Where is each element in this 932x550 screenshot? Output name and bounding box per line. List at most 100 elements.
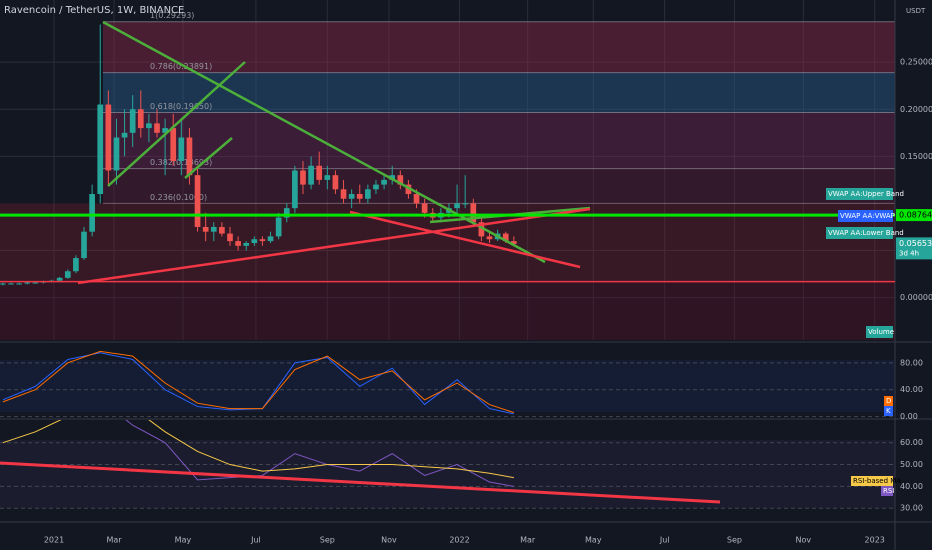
candle-body: [316, 165, 323, 180]
fib-label: 1(0.29293): [150, 11, 194, 20]
candle-body: [56, 277, 63, 281]
indicator-tag: [838, 210, 893, 222]
indicator-tag-label: VWAP AA:Lower Band: [828, 229, 904, 237]
candle-body: [121, 132, 128, 138]
candle-body: [251, 239, 258, 243]
candle-body: [219, 226, 225, 234]
oscillator-line: [2, 420, 514, 479]
oscillator-line: [125, 420, 514, 487]
x-tick-label: Nov: [381, 536, 397, 545]
y-tick-label: 80.00: [900, 358, 923, 367]
candle-body: [502, 233, 509, 242]
candle-body: [97, 104, 104, 195]
fib-band: [103, 21, 895, 73]
candle-body: [283, 208, 290, 218]
fib-label: 0.786(0.23891): [150, 62, 212, 71]
y-tick-label: 0.20000: [900, 105, 932, 114]
y-tick-label: 50.00: [900, 460, 923, 469]
rsi-trend-line: [0, 461, 721, 504]
price-tag-label: 0.08764: [899, 211, 932, 220]
y-tick-label: 60.00: [900, 438, 923, 447]
candle-body: [194, 175, 201, 227]
indicator-tag-label: VWAP AA:VWAP: [840, 212, 895, 220]
fib-band: [103, 112, 895, 169]
candle-body: [73, 258, 79, 272]
candle-body: [340, 189, 347, 199]
x-tick-label: Jul: [659, 536, 670, 545]
y-tick-label: 0.00: [900, 412, 918, 421]
y-tick-label: 40.00: [900, 482, 923, 491]
candle-body: [210, 226, 217, 232]
x-tick-label: Sep: [727, 536, 742, 545]
oscillator-line: [2, 350, 514, 414]
candle-body: [81, 231, 87, 259]
header: Ravencoin / TetherUS, 1W, BINANCE: [4, 5, 184, 16]
countdown: 3d 4h: [899, 249, 919, 257]
candle-body: [275, 217, 282, 237]
candle-body: [178, 137, 185, 162]
candle-body: [227, 233, 233, 242]
y-tick-label: 40.00: [900, 385, 923, 394]
x-tick-label: Sep: [320, 536, 335, 545]
candle-body: [389, 175, 396, 180]
currency: USDT: [906, 7, 926, 15]
candle-body: [413, 194, 420, 204]
x-tick-label: May: [585, 536, 602, 545]
candle-body: [146, 123, 152, 129]
x-tick-label: 2023: [865, 536, 885, 545]
candle-body: [332, 175, 339, 190]
legend-tag-label: D: [886, 397, 891, 405]
candle-body: [113, 137, 120, 171]
candle-body: [462, 203, 469, 205]
candle-body: [356, 194, 363, 199]
legend-tag-label: K: [886, 407, 891, 415]
legend-tag-label: RSI-based MA: [853, 477, 901, 485]
candle-body: [243, 242, 250, 246]
candle-body: [186, 137, 193, 176]
candle-body: [202, 226, 209, 232]
candle-body: [381, 179, 387, 185]
candle-body: [478, 222, 485, 237]
candle-body: [24, 282, 31, 284]
candle-body: [154, 123, 160, 133]
last-price-tag: [896, 237, 932, 260]
candle-body: [259, 239, 266, 242]
candle-body: [397, 175, 404, 185]
candle-body: [373, 184, 379, 190]
legend-tag: [881, 486, 893, 496]
candle-body: [405, 184, 412, 195]
candle-body: [348, 194, 355, 199]
candle-body: [137, 109, 144, 129]
candle-body: [8, 283, 14, 285]
y-tick-label: 0.00000: [900, 293, 932, 302]
fib-label: 0.236(0.1000): [150, 193, 207, 202]
candle-body: [324, 175, 331, 180]
x-tick-label: 2021: [44, 536, 64, 545]
candle-body: [170, 128, 177, 162]
candle-body: [454, 203, 460, 209]
fib-band: [103, 168, 895, 204]
last-price-label: 0.05653: [899, 239, 932, 248]
candle-body: [162, 128, 168, 133]
x-tick-label: Mar: [106, 536, 122, 545]
stoch-band: [0, 360, 895, 412]
rsi-band: [0, 440, 895, 508]
candle-body: [32, 282, 39, 284]
indicator-tag: [826, 188, 893, 200]
candle-body: [64, 271, 71, 278]
indicator-tag-label: VWAP AA:Upper Band: [828, 190, 904, 198]
legend-tag: [884, 406, 893, 416]
candle-body: [308, 165, 314, 185]
candle-body: [16, 283, 22, 285]
y-tick-label: 0.25000: [900, 58, 932, 67]
y-tick-label: 0.15000: [900, 152, 932, 161]
candle-body: [235, 241, 241, 246]
candle-body: [129, 109, 136, 133]
x-tick-label: 2022: [449, 536, 469, 545]
candle-body: [267, 236, 274, 242]
x-tick-label: Nov: [796, 536, 812, 545]
legend-tag: [851, 476, 893, 486]
x-tick-label: Mar: [520, 536, 536, 545]
